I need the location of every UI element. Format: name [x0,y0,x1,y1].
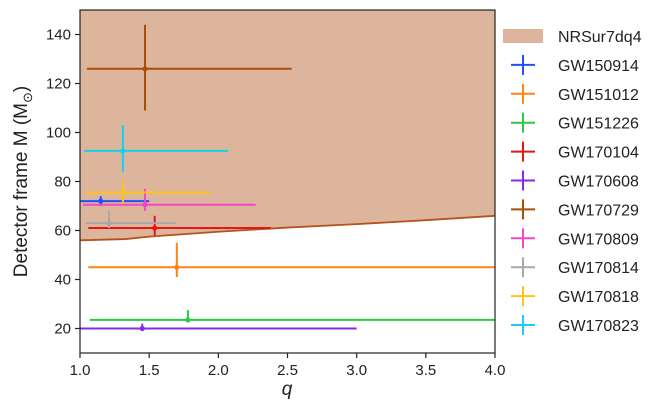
series-layer [80,24,495,332]
y-tick-label: 120 [46,76,71,93]
data-point [152,225,158,231]
legend-label: GW170809 [558,231,639,248]
series-gw170818 [85,181,212,204]
legend-item-gw170823: GW170823 [511,315,639,335]
legend-item-gw170818: GW170818 [511,286,639,307]
legend-item-gw170608: GW170608 [511,170,639,191]
legend-item-gw151226: GW151226 [511,112,639,133]
region-layer [80,10,495,242]
legend-item-gw151012: GW151012 [511,83,639,104]
x-axis: 1.0 1.5 2.0 2.5 3.0 3.5 4.0 [70,353,506,379]
x-tick-label: 2.5 [277,362,298,379]
legend-item-nrsur7dq4: NRSur7dq4 [503,29,642,46]
y-axis-label-subscript: ⊙ [20,92,35,103]
y-axis-label: Detector frame M (M⊙) [11,86,35,277]
series-gw151226 [89,310,495,323]
legend-label: GW170104 [558,145,639,162]
y-tick-label: 140 [46,27,71,44]
legend-item-gw170104: GW170104 [511,141,639,162]
legend-swatch [503,29,543,43]
series-gw170729 [86,24,292,111]
data-point [185,317,191,323]
y-axis-label-close: ) [11,86,32,92]
y-tick-label: 80 [54,174,71,191]
y-tick-label: 40 [54,272,71,289]
legend-item-gw150914: GW150914 [511,54,639,75]
data-point [139,325,145,332]
legend-label: GW170608 [558,174,639,191]
legend-label: NRSur7dq4 [558,29,642,46]
legend-label: GW170729 [558,202,639,219]
region-boundary [80,214,495,242]
legend-item-gw170809: GW170809 [511,228,639,249]
data-point [142,66,148,72]
x-tick-label: 1.5 [139,362,160,379]
series-gw170608 [80,323,357,332]
y-tick-label: 60 [54,223,71,240]
x-tick-label: 4.0 [485,362,506,379]
data-point [174,264,180,270]
x-tick-label: 2.0 [208,362,229,379]
y-axis-label-main: Detector frame M (M [11,103,32,277]
y-axis: 20 40 60 80 100 120 140 [46,27,80,338]
y-tick-label: 20 [54,321,71,338]
series-gw170814 [85,210,176,229]
series-gw151012 [88,242,495,278]
legend-label: GW170818 [558,289,639,306]
legend-label: GW151012 [558,87,639,104]
x-axis-label: q [282,379,293,400]
data-point [120,189,126,196]
legend-label: GW151226 [558,116,639,133]
x-tick-label: 3.5 [415,362,436,379]
series-gw170823 [84,125,229,172]
legend-label: GW170823 [558,318,639,335]
data-point [106,220,112,226]
legend-item-gw170729: GW170729 [511,199,639,220]
legend: NRSur7dq4 GW150914 GW151012 GW151226 GW17010… [503,29,642,335]
data-point [98,198,104,204]
region-fill [80,10,495,241]
data-point [142,202,148,208]
legend-label: GW150914 [558,58,639,75]
x-tick-label: 1.0 [70,362,91,379]
series-gw170104 [88,215,271,236]
legend-label: GW170814 [558,260,639,277]
x-tick-label: 3.0 [346,362,367,379]
legend-item-gw170814: GW170814 [511,257,639,278]
y-tick-label: 100 [46,125,71,142]
data-point [120,148,126,154]
